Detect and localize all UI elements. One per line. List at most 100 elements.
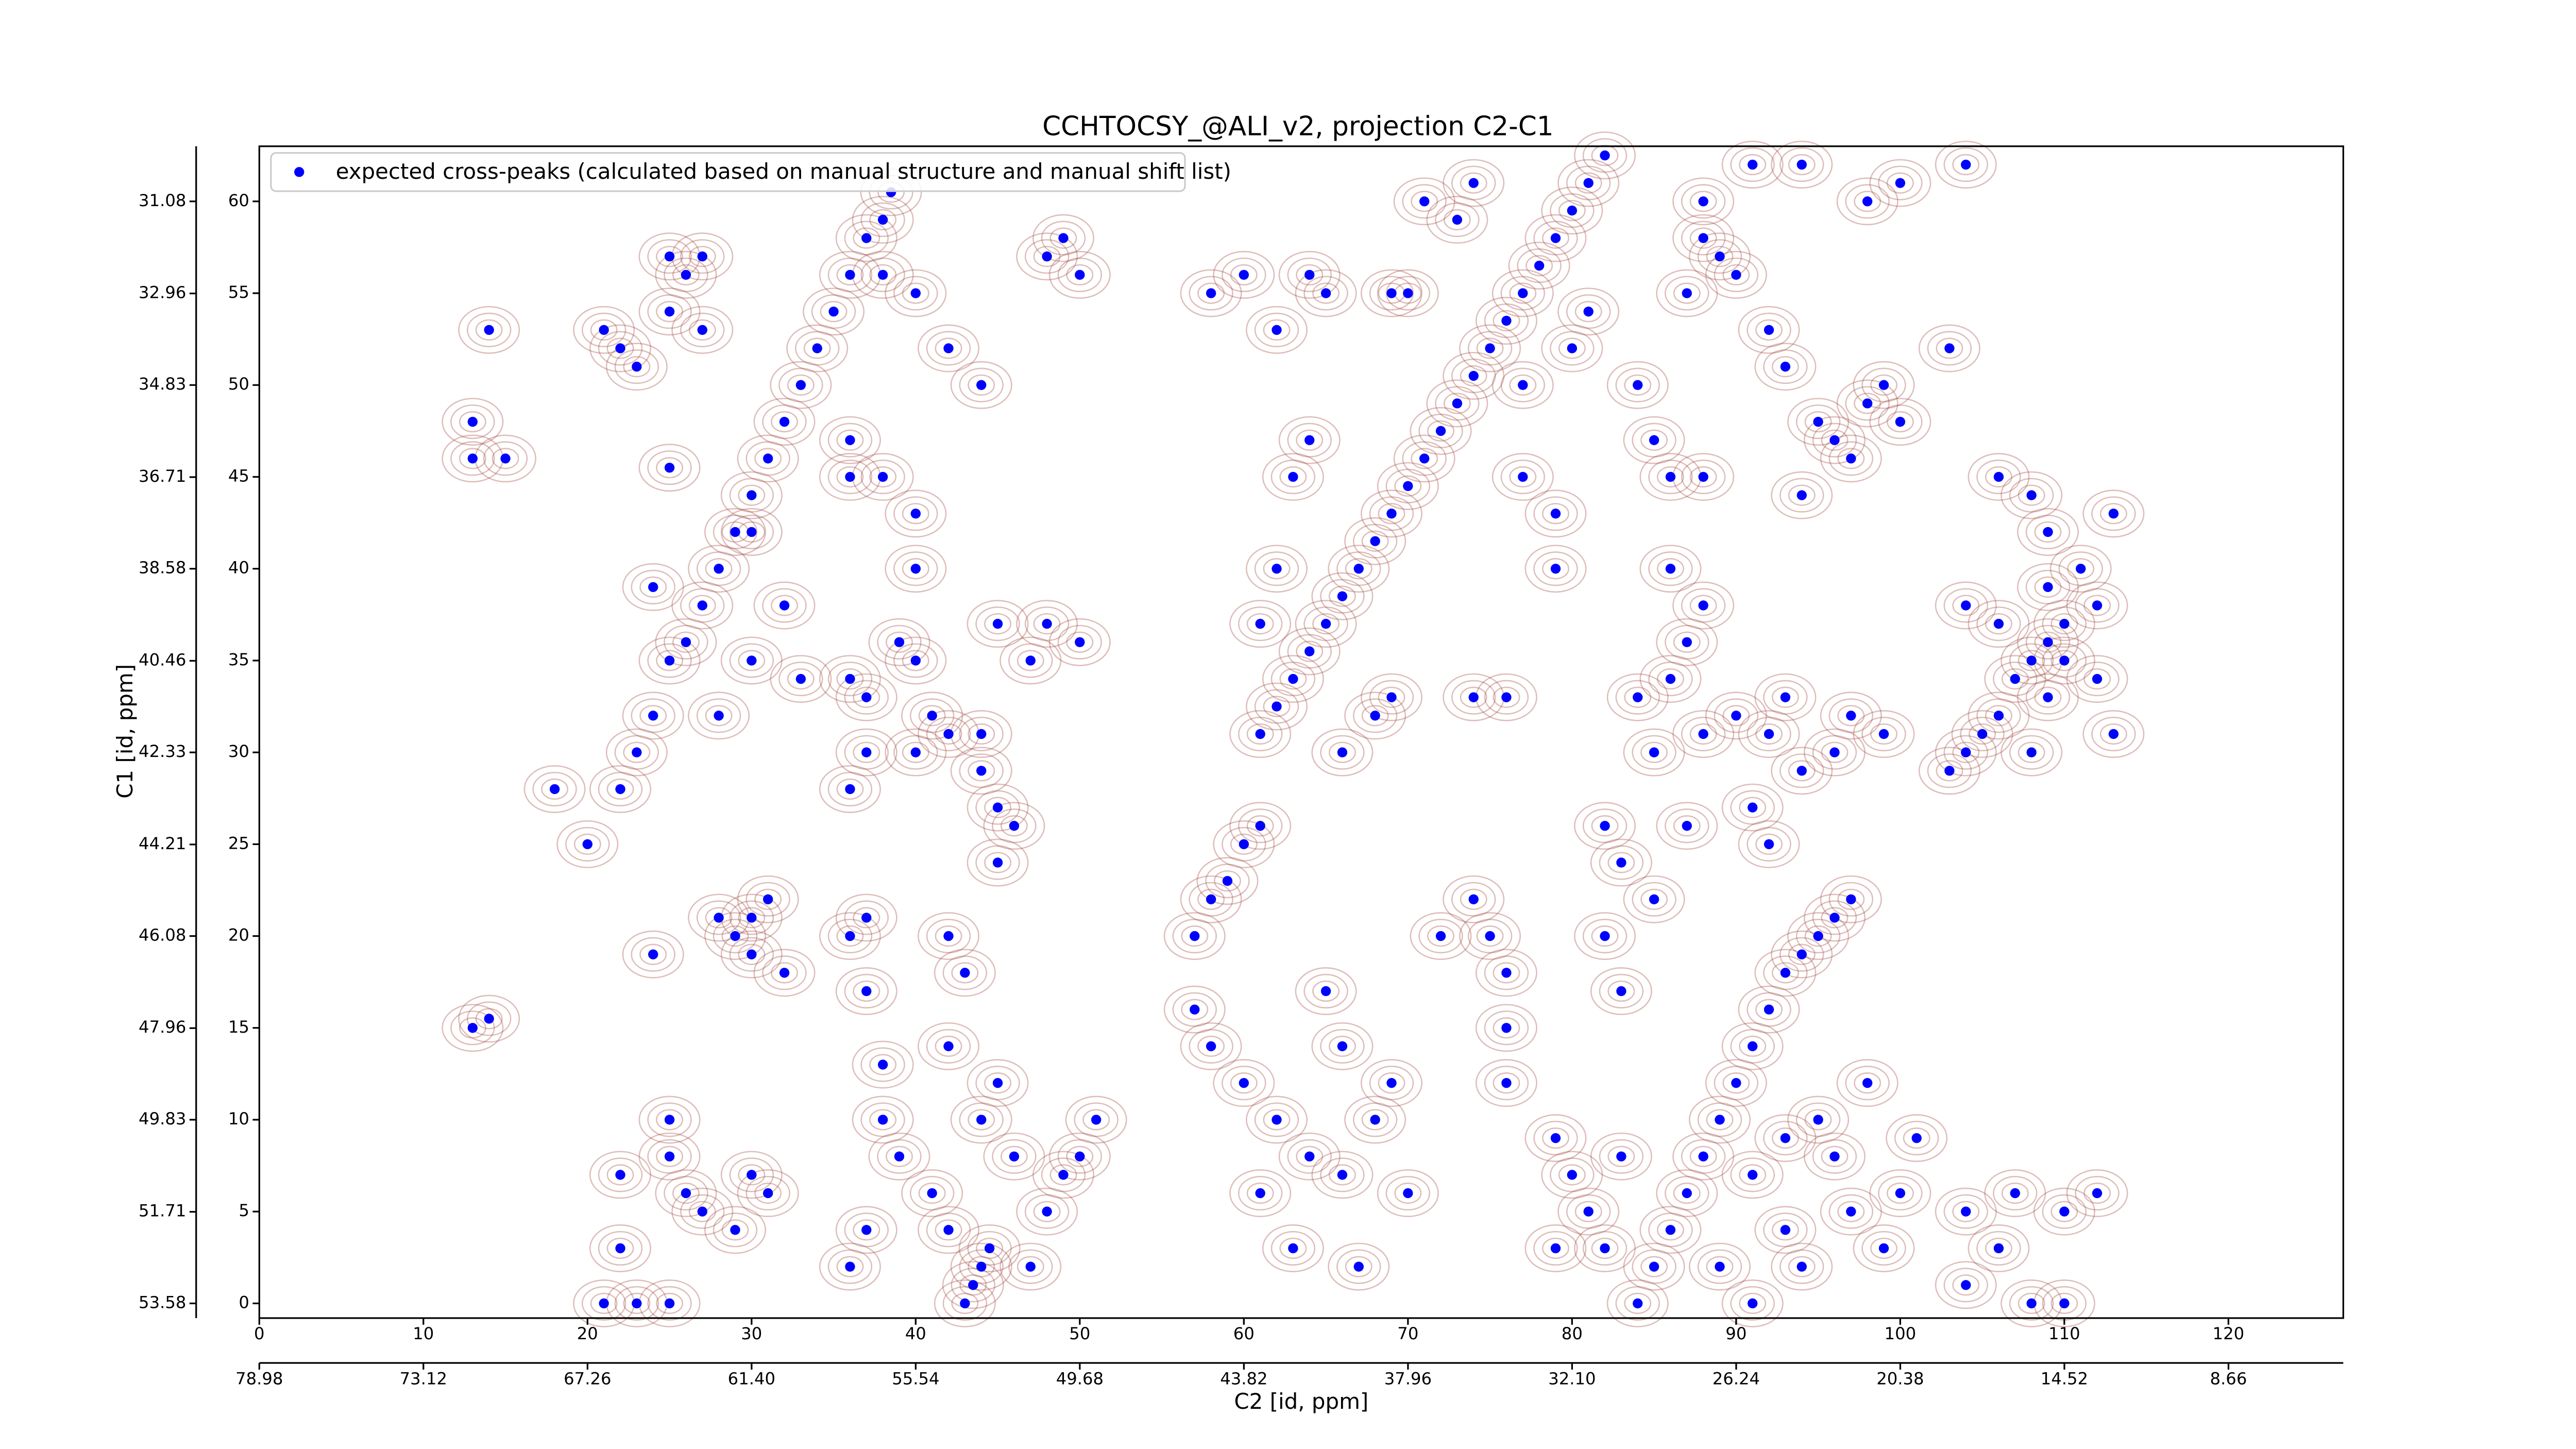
contour-ring <box>1484 1066 1529 1101</box>
contour-ring <box>1048 250 1111 299</box>
contour-ring <box>1681 716 1726 752</box>
contour-ring <box>844 973 889 1009</box>
cross-peak <box>1895 416 1906 427</box>
plot-area <box>442 131 2145 1327</box>
contour-ring <box>1344 692 1406 740</box>
cross-peak <box>1353 563 1364 574</box>
contour-ring <box>853 907 880 929</box>
contour-ring <box>1524 490 1587 538</box>
contour-ring <box>1345 558 1372 580</box>
contour-ring <box>1263 319 1291 341</box>
contour-ring <box>778 367 823 402</box>
contour-ring <box>885 545 947 593</box>
contour-ring <box>664 257 708 292</box>
contour-ring <box>1238 716 1283 752</box>
cross-peak <box>2092 600 2103 611</box>
cross-peak <box>1403 288 1413 298</box>
contour-ring <box>1016 232 1078 281</box>
contour-ring <box>1845 386 1890 421</box>
contour-ring <box>1230 833 1258 855</box>
contour-ring <box>1197 888 1225 910</box>
cross-peak <box>1961 159 1971 170</box>
contour-ring <box>1869 398 1931 446</box>
contour-ring <box>1378 686 1405 708</box>
contour-ring <box>803 338 831 359</box>
cross-peak <box>1862 196 1873 207</box>
cross-peak <box>910 747 921 757</box>
contour-ring <box>844 735 889 770</box>
contour-ring <box>589 324 652 373</box>
cross-peak <box>1058 1170 1069 1180</box>
contour-ring <box>918 324 980 373</box>
contour-ring <box>1615 367 1660 402</box>
cross-peak <box>1731 1078 1741 1088</box>
x-tick-label: 110 <box>2048 1324 2080 1343</box>
cross-peak <box>1272 701 1282 712</box>
contour-ring <box>1747 992 1791 1027</box>
x-tick-label: 60 <box>1233 1324 1255 1343</box>
cross-peak <box>1550 1133 1561 1143</box>
x2-tick-label: 14.52 <box>2041 1369 2088 1388</box>
contour-ring <box>1803 416 1866 464</box>
contour-ring <box>1820 1187 1882 1236</box>
contour-ring <box>2050 1201 2078 1222</box>
cross-peak <box>1206 894 1216 904</box>
contour-ring <box>523 765 586 813</box>
x-tick-label: 70 <box>1397 1324 1418 1343</box>
contour-ring <box>606 778 634 800</box>
contour-ring <box>1443 351 1505 400</box>
contour-ring <box>605 728 668 777</box>
cross-peak <box>1698 196 1708 207</box>
contour-ring <box>2018 1292 2045 1315</box>
contour-ring <box>1279 466 1307 488</box>
cross-peak <box>615 1170 625 1180</box>
contour-ring <box>532 771 577 806</box>
contour-ring <box>1303 276 1348 311</box>
contour-ring <box>1402 184 1447 219</box>
contour-ring <box>869 264 897 286</box>
cross-peak <box>1304 1151 1315 1161</box>
contour-ring <box>820 301 848 323</box>
contour-ring <box>738 1164 766 1186</box>
contour-ring <box>1673 631 1701 653</box>
contour-ring <box>1952 1274 1980 1296</box>
contour-ring <box>1787 398 1850 446</box>
contour-ring <box>754 1182 782 1204</box>
contour-ring <box>1788 154 1816 176</box>
contour-ring <box>1213 1059 1275 1107</box>
contour-ring <box>614 735 659 770</box>
contour-ring <box>672 1182 700 1204</box>
cross-peak <box>1616 1151 1626 1161</box>
contour-ring <box>835 673 897 721</box>
contour-ring <box>1705 250 1767 299</box>
contour-ring <box>1066 264 1094 286</box>
cross-peak <box>894 1151 905 1161</box>
contour-ring <box>827 1249 873 1284</box>
contour-ring <box>664 1176 708 1211</box>
cross-peak <box>1780 1225 1791 1235</box>
contour-ring <box>1665 808 1709 844</box>
contour-ring <box>745 882 790 917</box>
cross-peak <box>1583 178 1594 188</box>
contour-ring <box>1172 919 1217 954</box>
contour-ring <box>983 802 1045 850</box>
cross-peak <box>845 471 855 482</box>
contour-ring <box>1886 411 1914 433</box>
contour-ring <box>623 356 651 378</box>
contour-ring <box>835 894 897 942</box>
cross-peak <box>877 1115 888 1125</box>
contour-ring <box>656 1109 684 1131</box>
contour-ring <box>967 838 1029 887</box>
contour-ring <box>1615 1286 1660 1321</box>
contour-ring <box>737 434 799 483</box>
contour-ring <box>835 214 897 262</box>
contour-ring <box>950 361 1012 409</box>
contour-ring <box>1443 393 1471 414</box>
contour-ring <box>1722 264 1750 286</box>
contour-ring <box>704 912 766 961</box>
cross-peak <box>2026 490 2037 500</box>
contour-ring <box>1803 1132 1866 1181</box>
contour-ring <box>622 930 684 979</box>
contour-ring <box>705 558 733 580</box>
